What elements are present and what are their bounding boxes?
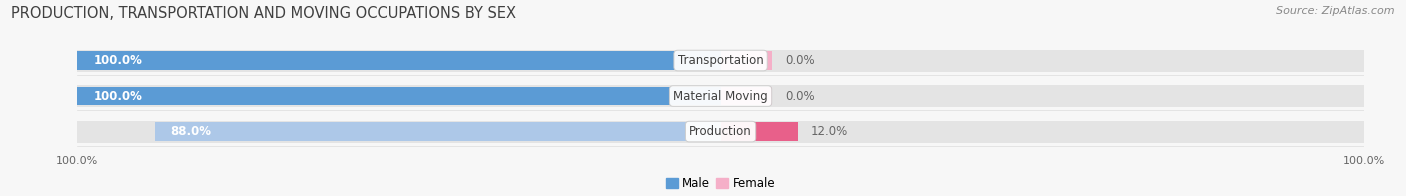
Text: 88.0%: 88.0% xyxy=(170,125,211,138)
Text: 0.0%: 0.0% xyxy=(785,54,814,67)
Bar xyxy=(721,122,797,141)
Text: Production: Production xyxy=(689,125,752,138)
Bar xyxy=(77,121,1364,142)
Bar xyxy=(155,122,721,141)
Text: Transportation: Transportation xyxy=(678,54,763,67)
Text: Source: ZipAtlas.com: Source: ZipAtlas.com xyxy=(1277,6,1395,16)
Text: PRODUCTION, TRANSPORTATION AND MOVING OCCUPATIONS BY SEX: PRODUCTION, TRANSPORTATION AND MOVING OC… xyxy=(11,6,516,21)
Bar xyxy=(77,87,721,105)
Text: 0.0%: 0.0% xyxy=(785,90,814,103)
Bar xyxy=(77,85,1364,107)
Text: 100.0%: 100.0% xyxy=(93,54,142,67)
Text: 100.0%: 100.0% xyxy=(93,90,142,103)
Bar xyxy=(721,51,772,70)
Bar xyxy=(721,87,772,105)
Bar xyxy=(77,50,1364,72)
Bar xyxy=(77,51,721,70)
Text: Material Moving: Material Moving xyxy=(673,90,768,103)
Legend: Male, Female: Male, Female xyxy=(661,172,780,195)
Text: 12.0%: 12.0% xyxy=(811,125,848,138)
